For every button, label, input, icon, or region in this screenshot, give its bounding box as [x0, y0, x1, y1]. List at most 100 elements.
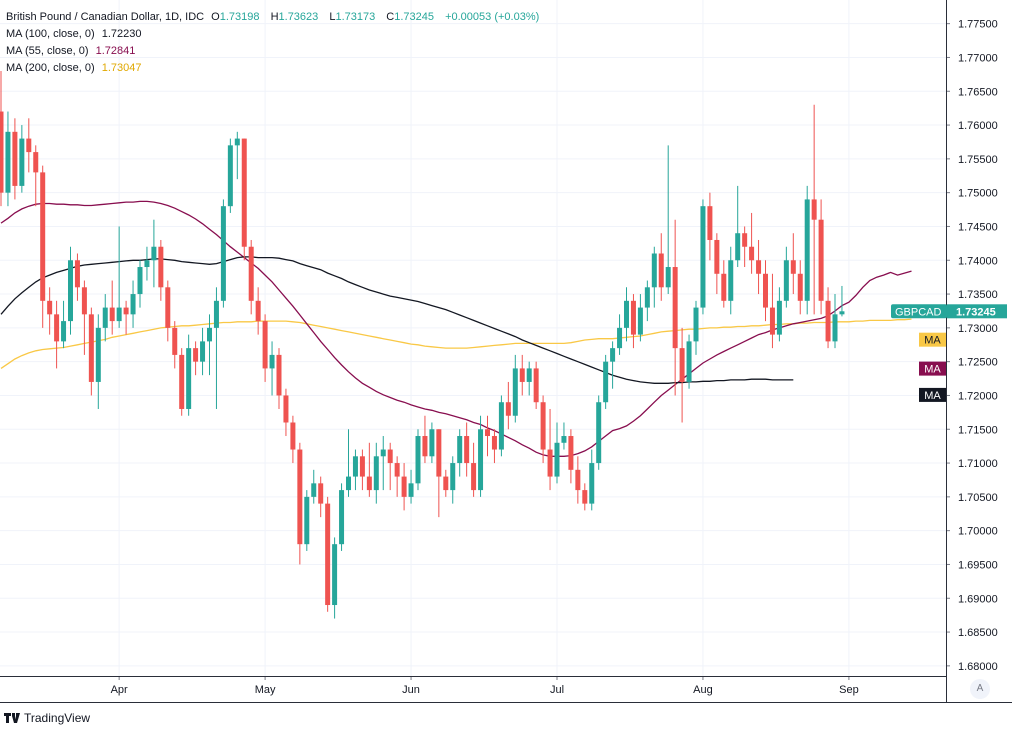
candle-body [457, 436, 463, 464]
candle-body [220, 206, 226, 301]
candle-up [624, 287, 629, 342]
candle-body [248, 246, 254, 301]
x-tick-label: Aug [693, 684, 713, 696]
candle-down [582, 483, 588, 511]
candle-body [332, 544, 338, 606]
legend-ohlc: British Pound / Canadian Dollar, 1D, IDC… [6, 11, 540, 23]
candle-body [311, 483, 317, 497]
candle-down [394, 456, 400, 497]
candle-up [373, 442, 379, 504]
candle-body [12, 131, 18, 186]
candle-down [797, 260, 803, 315]
candle-body [26, 138, 32, 153]
candle-down [742, 226, 748, 268]
candle-body [81, 287, 87, 315]
candle-body [436, 429, 442, 477]
candle-up [102, 294, 108, 342]
legend-ma100[interactable]: MA (100, close, 0) 1.72230 [6, 28, 142, 40]
ma200-path [0, 318, 912, 369]
candle-down [255, 287, 261, 335]
candle-down [318, 476, 324, 518]
candle-down [464, 422, 470, 477]
candle-up [339, 483, 345, 551]
candle-body [130, 294, 136, 315]
candle-up [429, 422, 435, 464]
x-tick-label: May [255, 684, 276, 696]
candle-body [700, 206, 706, 308]
candle-body [276, 354, 282, 396]
candle-body [33, 152, 39, 173]
candle-up [144, 246, 150, 281]
candle-body [359, 456, 365, 477]
candle-body [769, 307, 775, 335]
candle-down [193, 341, 199, 376]
candle-body [318, 483, 324, 504]
candle-body [714, 239, 720, 274]
candle-down [283, 388, 289, 437]
auto-scale-button[interactable]: A [970, 679, 990, 699]
candle-up [186, 334, 192, 416]
candle-body [408, 483, 414, 497]
candle-down [790, 233, 796, 295]
candle-up [651, 246, 657, 308]
candle-body [74, 260, 80, 288]
candle-body [686, 341, 692, 382]
candle-body [151, 246, 157, 261]
candle-body [644, 287, 650, 308]
candle-body [756, 260, 762, 274]
candle-body [471, 463, 477, 491]
candle-body [596, 402, 602, 464]
candle-up [408, 469, 414, 504]
candle-down [491, 429, 497, 464]
price-badges: GBPCAD 1.73245 MA MA MA [891, 304, 1007, 402]
candle-down [290, 415, 296, 464]
candle-up [526, 361, 532, 396]
candle-body [450, 463, 456, 491]
candle-body [742, 233, 748, 247]
axes: 1.77500 1.77000 1.76500 1.76000 1.75500 1.750… [0, 0, 1012, 703]
candle-body [512, 368, 518, 416]
candle-body [297, 449, 303, 545]
candle-up [700, 199, 706, 315]
candle-body [116, 307, 122, 322]
candle-down [0, 70, 4, 207]
price-badge: GBPCAD 1.73245 [891, 304, 1007, 319]
candle-down [123, 300, 129, 335]
candle-body [172, 327, 178, 355]
tradingview-logo[interactable]: TradingView [4, 711, 90, 725]
ma-badge-bg [919, 361, 946, 376]
candle-body [790, 260, 796, 274]
candle-body [547, 449, 553, 477]
candle-down [12, 118, 18, 200]
candle-body [561, 436, 567, 443]
candle-up [61, 300, 67, 349]
y-tick-label: 1.72500 [958, 357, 998, 369]
candle-body [234, 138, 240, 146]
legend-low: 1.73173 [335, 11, 376, 23]
candle-up [130, 280, 136, 328]
legend-ma55[interactable]: MA (55, close, 0) 1.72841 [6, 45, 136, 57]
ma-badge-label: MA [924, 364, 941, 376]
y-tick-label: 1.74000 [958, 255, 998, 267]
candle-up [783, 246, 789, 308]
y-tick-label: 1.68500 [958, 627, 998, 639]
x-tick-label: Jul [550, 684, 564, 696]
candle-up [311, 469, 317, 504]
candle-up [95, 314, 101, 409]
candle-down [74, 253, 80, 301]
legend-ma200[interactable]: MA (200, close, 0) 1.73047 [6, 62, 142, 74]
candle-body [325, 503, 331, 606]
candle-down [672, 219, 678, 396]
candle-body [40, 172, 46, 301]
ma55-path [0, 200, 912, 457]
price-badge: MA [919, 332, 946, 347]
x-tick-label: Apr [111, 684, 128, 696]
candle-up [603, 354, 609, 409]
candle-up [220, 199, 226, 308]
candle-down [540, 395, 546, 464]
candle-body [283, 395, 289, 423]
candle-down [40, 165, 46, 328]
candle-body [651, 253, 657, 288]
candle-body [109, 307, 115, 322]
